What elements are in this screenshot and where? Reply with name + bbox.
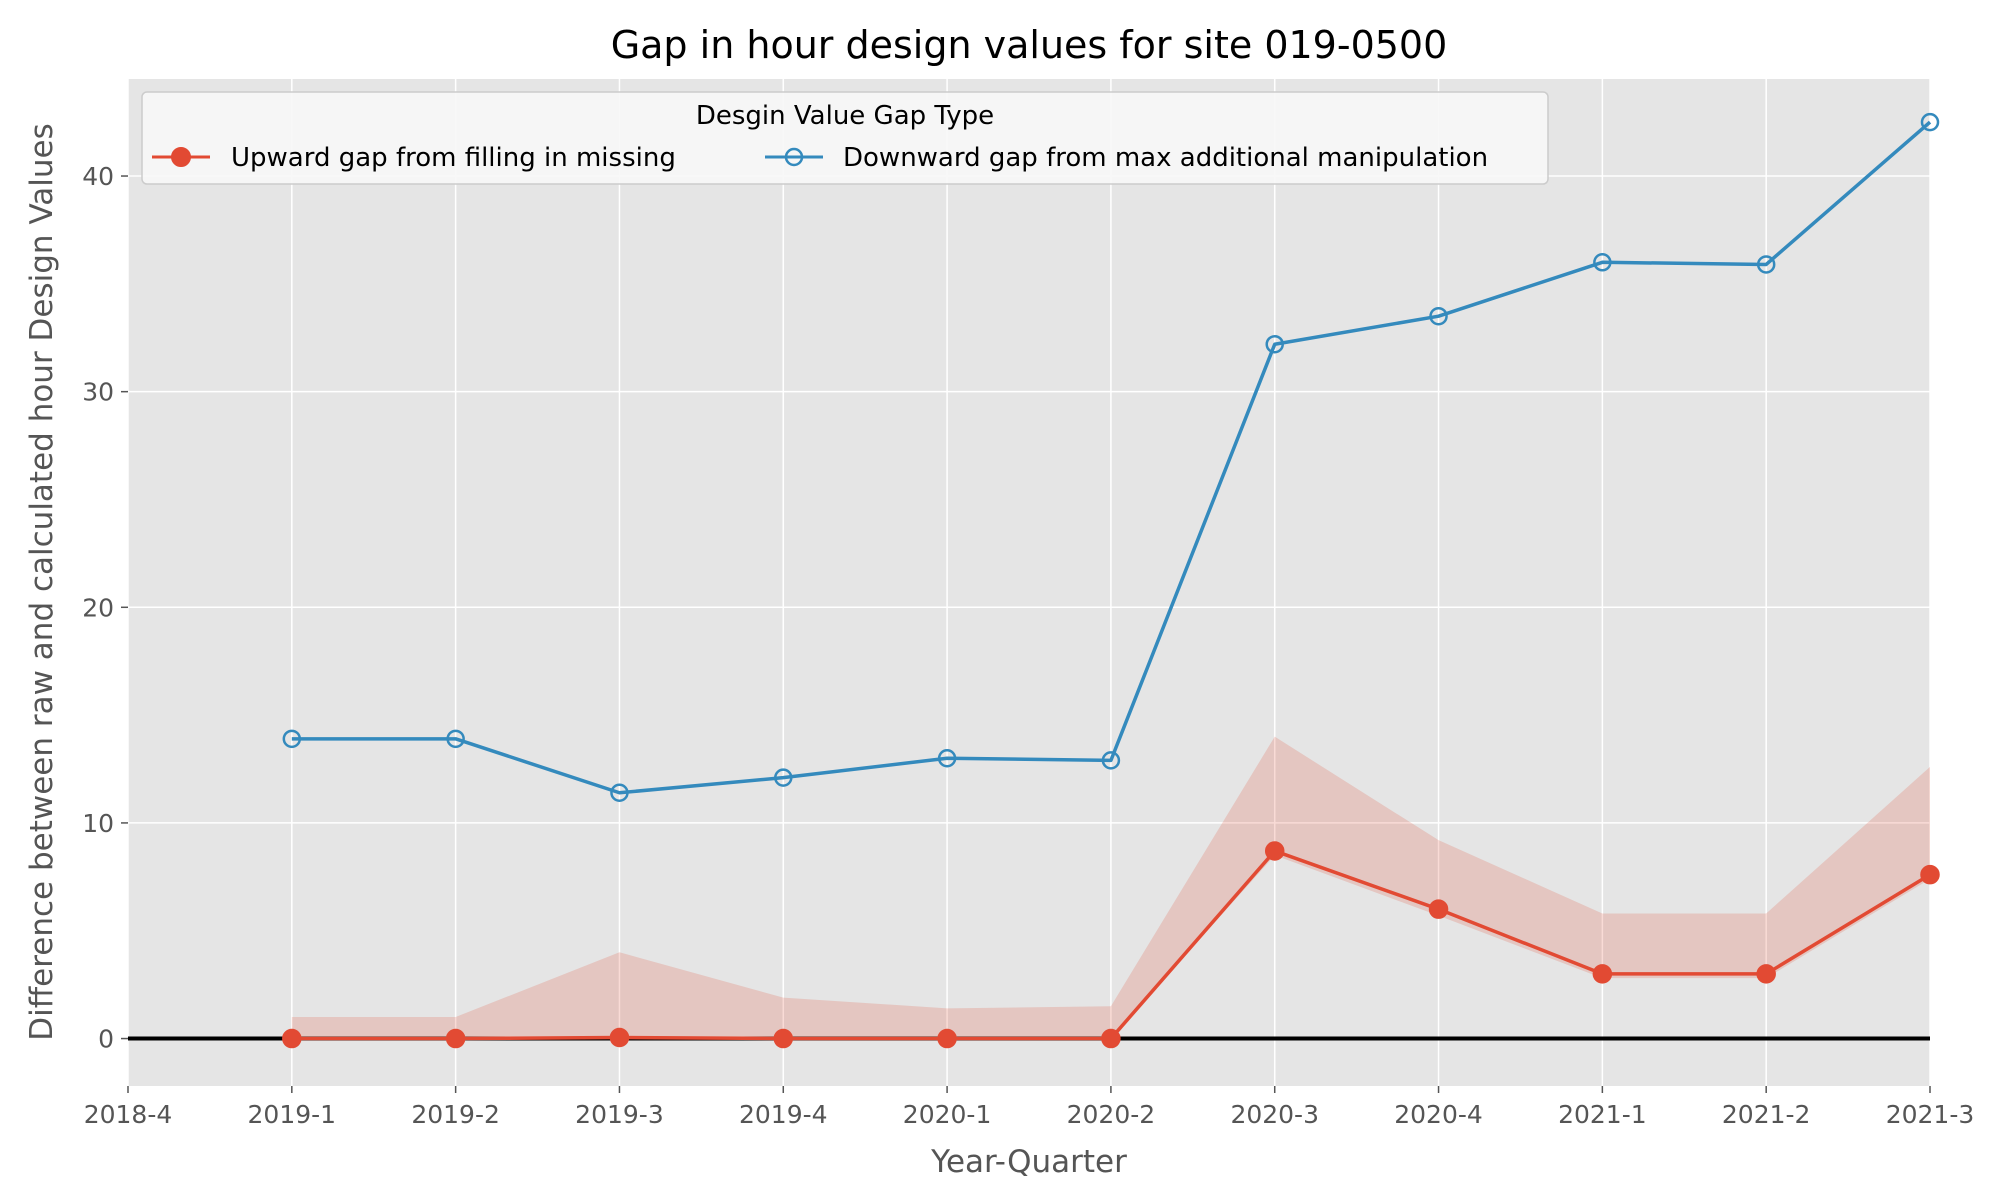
y-tick-label: 0 xyxy=(98,1025,114,1054)
data-point xyxy=(610,783,629,802)
data-point xyxy=(774,768,793,787)
x-tick-label: 2019-2 xyxy=(411,1100,500,1129)
legend-downward-swatch-marker xyxy=(784,147,804,167)
x-tick-label: 2020-4 xyxy=(1394,1100,1483,1129)
legend-title: Desgin Value Gap Type xyxy=(696,101,994,131)
x-tick-label: 2018-4 xyxy=(84,1100,173,1129)
data-point xyxy=(609,1027,630,1048)
data-point xyxy=(1756,255,1776,274)
x-axis-label: Year-Quarter xyxy=(930,1144,1127,1180)
legend-upward-swatch-marker xyxy=(171,147,191,167)
y-axis-label: Difference between raw and calculated ho… xyxy=(24,123,60,1040)
data-point xyxy=(937,748,957,768)
x-tick-label: 2019-4 xyxy=(739,1100,828,1129)
x-tick-label: 2019-3 xyxy=(575,1100,664,1129)
y-tick-label: 30 xyxy=(82,378,114,407)
series-1 xyxy=(282,112,1940,802)
x-tick-label: 2020-1 xyxy=(903,1100,992,1129)
series xyxy=(282,112,1940,1049)
data-point xyxy=(1265,334,1284,354)
series-0 xyxy=(282,841,1940,1049)
data-point xyxy=(1920,864,1940,885)
data-point xyxy=(1264,841,1285,861)
legend-downward-label: Downward gap from max additional manipul… xyxy=(843,143,1488,173)
plot-background xyxy=(128,79,1930,1086)
data-point xyxy=(1428,899,1449,919)
data-point xyxy=(1429,306,1448,326)
data-point xyxy=(445,1028,466,1049)
y-axis-ticks: 0 10 20 30 40 xyxy=(82,162,128,1054)
series-line xyxy=(291,120,1932,795)
legend-upward-label: Upward gap from filling in missing xyxy=(231,143,676,173)
x-tick-label: 2020-2 xyxy=(1067,1100,1156,1129)
data-point xyxy=(282,1028,302,1049)
y-tick-label: 40 xyxy=(82,162,114,191)
data-point xyxy=(1756,964,1776,984)
grid xyxy=(127,79,1931,1086)
data-point xyxy=(1593,253,1612,272)
y-tick-label: 20 xyxy=(82,593,114,622)
x-tick-label: 2020-3 xyxy=(1230,1100,1319,1129)
data-point xyxy=(446,729,465,749)
x-tick-label: 2021-1 xyxy=(1558,1100,1647,1129)
x-tick-label: 2021-3 xyxy=(1886,1100,1975,1129)
data-point xyxy=(937,1028,957,1049)
chart-title: Gap in hour design values for site 019-0… xyxy=(611,23,1448,67)
data-point xyxy=(1592,964,1613,984)
data-point xyxy=(1101,1028,1121,1049)
legend-box xyxy=(141,91,1549,185)
x-axis-ticks: 2018-4 2019-1 2019-2 2019-3 2019-4 2020-1 2020… xyxy=(84,1086,1975,1129)
data-point xyxy=(282,729,302,749)
legend: Desgin Value Gap Type Upward gap from fi… xyxy=(141,91,1549,185)
y-tick-label: 10 xyxy=(82,809,114,838)
data-point xyxy=(1101,751,1121,770)
x-tick-label: 2019-1 xyxy=(248,1100,337,1129)
x-tick-label: 2021-2 xyxy=(1722,1100,1811,1129)
data-point xyxy=(773,1028,794,1049)
data-point xyxy=(1920,112,1940,132)
